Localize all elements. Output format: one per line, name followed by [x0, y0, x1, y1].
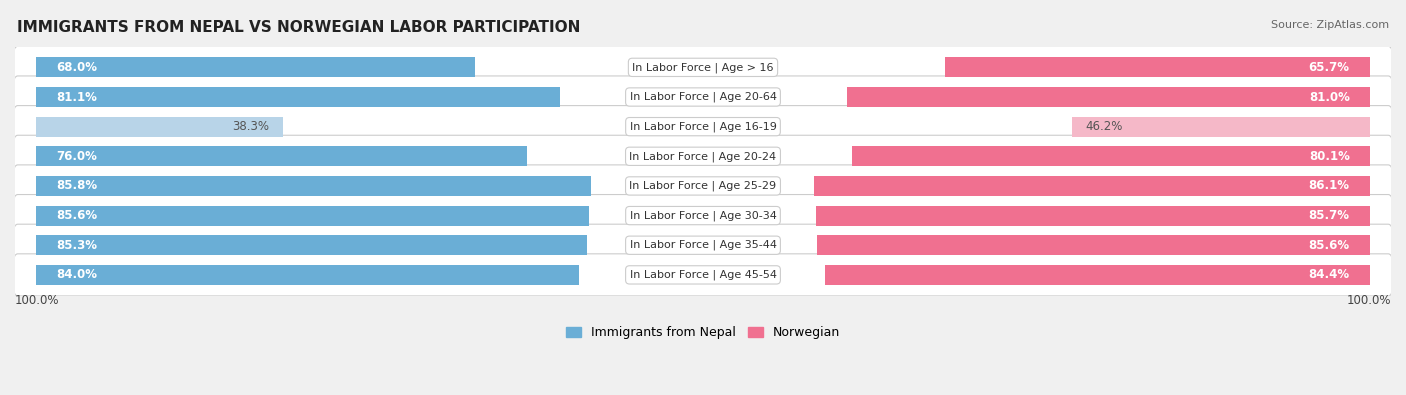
Text: 100.0%: 100.0% — [1347, 294, 1391, 307]
FancyBboxPatch shape — [14, 195, 1392, 237]
Bar — [35, 117, 284, 137]
Text: 68.0%: 68.0% — [56, 61, 97, 74]
FancyBboxPatch shape — [14, 105, 1392, 148]
Bar — [35, 176, 591, 196]
Bar — [824, 265, 1371, 285]
Text: 86.1%: 86.1% — [1309, 179, 1350, 192]
FancyBboxPatch shape — [14, 76, 1392, 118]
Text: In Labor Force | Age 25-29: In Labor Force | Age 25-29 — [630, 181, 776, 191]
Text: 81.0%: 81.0% — [1309, 90, 1350, 103]
Bar — [815, 205, 1371, 226]
Text: 81.1%: 81.1% — [56, 90, 97, 103]
Text: 85.6%: 85.6% — [56, 209, 97, 222]
FancyBboxPatch shape — [14, 165, 1392, 207]
Text: 85.3%: 85.3% — [56, 239, 97, 252]
Text: 85.6%: 85.6% — [1309, 239, 1350, 252]
Text: 85.8%: 85.8% — [56, 179, 97, 192]
Text: In Labor Force | Age 16-19: In Labor Force | Age 16-19 — [630, 121, 776, 132]
Bar — [945, 57, 1371, 77]
Bar — [35, 235, 588, 255]
Bar — [35, 57, 475, 77]
Bar — [852, 146, 1371, 166]
Text: 65.7%: 65.7% — [1309, 61, 1350, 74]
Text: In Labor Force | Age 20-24: In Labor Force | Age 20-24 — [630, 151, 776, 162]
Text: In Labor Force | Age > 16: In Labor Force | Age > 16 — [633, 62, 773, 73]
Text: In Labor Force | Age 30-34: In Labor Force | Age 30-34 — [630, 211, 776, 221]
FancyBboxPatch shape — [14, 46, 1392, 88]
Text: 100.0%: 100.0% — [15, 294, 59, 307]
Bar — [35, 205, 589, 226]
Text: 46.2%: 46.2% — [1085, 120, 1123, 133]
Text: 84.4%: 84.4% — [1309, 268, 1350, 281]
Text: 76.0%: 76.0% — [56, 150, 97, 163]
Text: Source: ZipAtlas.com: Source: ZipAtlas.com — [1271, 20, 1389, 30]
Bar — [35, 87, 560, 107]
Bar — [1071, 117, 1371, 137]
Bar — [817, 235, 1371, 255]
FancyBboxPatch shape — [14, 135, 1392, 177]
FancyBboxPatch shape — [14, 254, 1392, 296]
Bar — [35, 146, 527, 166]
Text: In Labor Force | Age 45-54: In Labor Force | Age 45-54 — [630, 270, 776, 280]
FancyBboxPatch shape — [14, 224, 1392, 266]
Bar — [35, 265, 579, 285]
Bar — [846, 87, 1371, 107]
Legend: Immigrants from Nepal, Norwegian: Immigrants from Nepal, Norwegian — [561, 321, 845, 344]
Text: 80.1%: 80.1% — [1309, 150, 1350, 163]
Text: 85.7%: 85.7% — [1309, 209, 1350, 222]
Text: 84.0%: 84.0% — [56, 268, 97, 281]
Text: IMMIGRANTS FROM NEPAL VS NORWEGIAN LABOR PARTICIPATION: IMMIGRANTS FROM NEPAL VS NORWEGIAN LABOR… — [17, 20, 581, 35]
Text: In Labor Force | Age 35-44: In Labor Force | Age 35-44 — [630, 240, 776, 250]
Text: 38.3%: 38.3% — [232, 120, 270, 133]
Text: In Labor Force | Age 20-64: In Labor Force | Age 20-64 — [630, 92, 776, 102]
Bar — [814, 176, 1371, 196]
